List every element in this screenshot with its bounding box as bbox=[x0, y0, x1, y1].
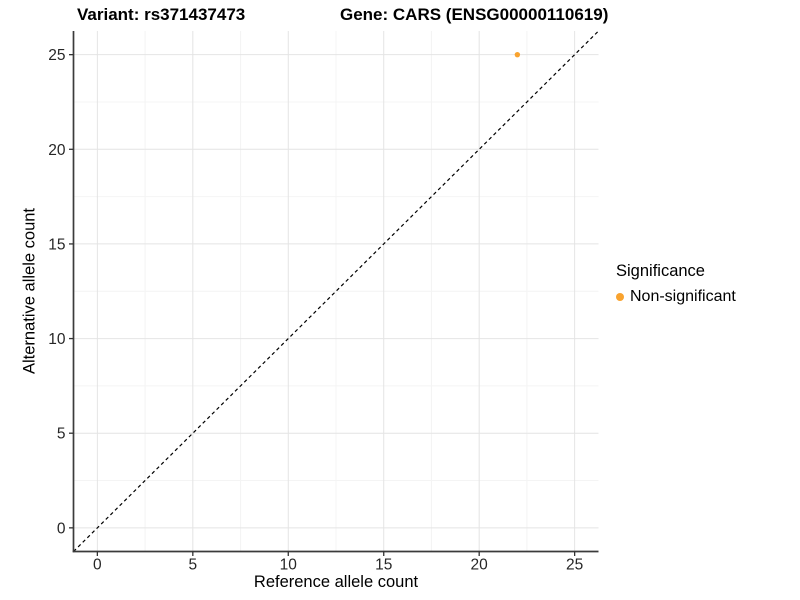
x-tick-labels: 0 5 10 15 20 25 bbox=[93, 557, 583, 574]
y-axis-title: Alternative allele count bbox=[20, 207, 39, 375]
grid-major bbox=[73, 31, 599, 552]
x-tick-label: 10 bbox=[280, 557, 298, 574]
legend-item-label: Non-significant bbox=[630, 288, 736, 305]
y-tick-label: 10 bbox=[48, 331, 66, 348]
y-tick-label: 20 bbox=[48, 142, 66, 159]
data-point bbox=[514, 51, 521, 58]
x-axis-title: Reference allele count bbox=[253, 573, 419, 591]
data-points bbox=[514, 51, 521, 58]
plot-title-gene: Gene: CARS (ENSG00000110619) bbox=[340, 5, 609, 24]
x-tick-label: 15 bbox=[375, 557, 392, 574]
y-tick-label: 5 bbox=[57, 426, 66, 443]
y-tick-label: 0 bbox=[57, 520, 66, 537]
y-tick-label: 15 bbox=[48, 236, 65, 253]
x-tick-label: 25 bbox=[566, 557, 583, 574]
y-tick-labels: 0 5 10 15 20 25 bbox=[48, 47, 66, 537]
tick-marks bbox=[69, 54, 576, 556]
plot-title-variant: Variant: rs371437473 bbox=[77, 5, 246, 24]
legend-key-dot bbox=[616, 293, 624, 301]
legend: Significance Non-significant bbox=[616, 262, 736, 306]
grid-minor bbox=[73, 31, 599, 552]
axis-lines bbox=[72, 31, 599, 553]
legend-title: Significance bbox=[616, 262, 705, 280]
y-tick-label: 25 bbox=[48, 47, 65, 64]
x-tick-label: 20 bbox=[471, 557, 489, 574]
x-tick-label: 5 bbox=[189, 557, 198, 574]
x-tick-label: 0 bbox=[93, 557, 102, 574]
legend-item-non-significant: Non-significant bbox=[616, 288, 736, 306]
